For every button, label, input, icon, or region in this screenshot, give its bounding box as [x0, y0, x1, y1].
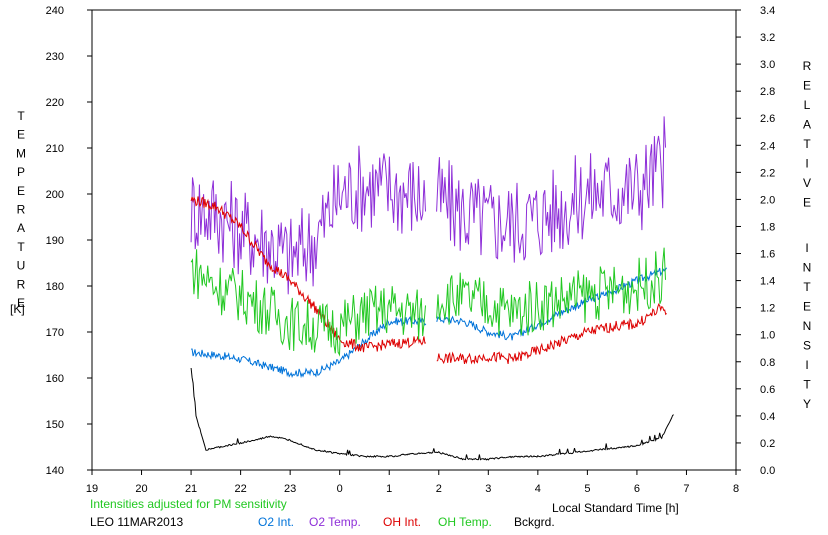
series-line — [190, 249, 426, 357]
right-axis-letter: T — [803, 137, 811, 151]
legend-entry: O2 Temp. — [309, 515, 361, 529]
left-axis-unit: [K] — [10, 302, 25, 316]
left-tick-label: 200 — [46, 189, 64, 201]
left-tick-label: 240 — [46, 5, 64, 17]
x-axis-ticks: 19 20 21 22 23 0 1 2 3 4 5 6 7 8 — [86, 470, 739, 495]
x-tick-label: 1 — [386, 483, 392, 495]
right-axis-letter: I — [805, 358, 808, 372]
right-tick-label: 2.0 — [760, 194, 775, 206]
right-tick-label: 0.8 — [760, 357, 775, 369]
x-tick-label: 21 — [185, 483, 197, 495]
left-axis-letter: M — [16, 146, 26, 160]
right-tick-label: 3.2 — [760, 32, 775, 44]
x-tick-label: 3 — [485, 483, 491, 495]
left-tick-label: 150 — [46, 419, 64, 431]
legend-entry: OH Int. — [383, 515, 421, 529]
right-axis-letter: N — [803, 261, 812, 275]
left-tick-label: 230 — [46, 51, 64, 63]
right-tick-label: 0.6 — [760, 384, 775, 396]
series-line — [190, 145, 426, 295]
left-tick-label: 160 — [46, 373, 64, 385]
station-text: LEO 11MAR2013 — [90, 515, 183, 529]
series-line — [436, 116, 666, 263]
x-tick-label: 4 — [535, 483, 541, 495]
left-axis-letter: R — [17, 203, 26, 217]
series-line — [436, 303, 667, 365]
x-tick-label: 6 — [634, 483, 640, 495]
series-layer — [190, 116, 674, 461]
left-axis-letter: R — [17, 277, 26, 291]
x-tick-label: 20 — [135, 483, 147, 495]
right-tick-label: 1.4 — [760, 276, 775, 288]
right-tick-label: 3.0 — [760, 59, 775, 71]
right-tick-label: 1.6 — [760, 249, 775, 261]
x-tick-label: 0 — [337, 483, 343, 495]
x-tick-label: 2 — [436, 483, 442, 495]
right-axis-letter: E — [803, 300, 811, 314]
right-tick-label: 2.4 — [760, 140, 775, 152]
left-axis-letter: E — [17, 184, 25, 198]
right-axis-letter: T — [803, 280, 811, 294]
legend-entry: Bckgrd. — [514, 515, 555, 529]
left-axis-letter: T — [17, 109, 25, 123]
x-tick-label: 19 — [86, 483, 98, 495]
right-axis-letter: I — [805, 157, 808, 171]
x-tick-label: 23 — [284, 483, 296, 495]
right-axis-letter: E — [803, 79, 811, 93]
left-axis-letter: T — [17, 240, 25, 254]
right-tick-label: 1.0 — [760, 330, 775, 342]
series-line — [190, 367, 674, 461]
series-line — [190, 196, 426, 353]
right-tick-label: 1.8 — [760, 221, 775, 233]
x-tick-label: 5 — [584, 483, 590, 495]
left-tick-label: 180 — [46, 281, 64, 293]
left-axis-letter: E — [17, 296, 25, 310]
right-axis-letter: V — [803, 176, 811, 190]
right-axis-letter: T — [803, 378, 811, 392]
right-tick-label: 2.2 — [760, 167, 775, 179]
legend: O2 Int. O2 Temp. OH Int. OH Temp. Bckgrd. — [258, 515, 555, 529]
legend-entry: O2 Int. — [258, 515, 294, 529]
x-tick-label: 22 — [234, 483, 246, 495]
plot-area — [91, 9, 737, 471]
right-tick-label: 0.4 — [760, 411, 775, 423]
left-tick-label: 220 — [46, 97, 64, 109]
left-axis-letter: U — [17, 259, 26, 273]
left-tick-label: 190 — [46, 235, 64, 247]
legend-entry: OH Temp. — [438, 515, 492, 529]
right-tick-label: 1.2 — [760, 303, 775, 315]
note-text: Intensities adjusted for PM sensitivity — [90, 497, 287, 511]
right-tick-label: 0.0 — [760, 465, 775, 477]
x-axis-label: Local Standard Time [h] — [552, 501, 679, 515]
right-axis-ticks: 0.0 0.2 0.4 0.6 0.8 1.0 1.2 1.4 1.6 1.8 2.0 2.2 2.4 2… — [736, 5, 775, 477]
right-axis-letter: R — [803, 59, 812, 73]
left-axis-letter: A — [17, 221, 25, 235]
right-axis-letter: Y — [803, 397, 811, 411]
right-axis-letter: S — [803, 339, 811, 353]
x-tick-label: 7 — [683, 483, 689, 495]
right-tick-label: 0.2 — [760, 438, 775, 450]
right-axis-letter: I — [805, 241, 808, 255]
left-axis-ticks: 140 150 160 170 180 190 200 210 220 230 240 — [46, 5, 92, 477]
left-tick-label: 210 — [46, 143, 64, 155]
right-axis-letter: E — [803, 196, 811, 210]
right-tick-label: 3.4 — [760, 5, 775, 17]
right-axis-letter: A — [803, 118, 811, 132]
right-axis-letter: N — [803, 319, 812, 333]
right-tick-label: 2.8 — [760, 86, 775, 98]
right-axis-letter: L — [804, 98, 811, 112]
left-axis-letter: P — [17, 165, 25, 179]
left-axis-letter: E — [17, 128, 25, 142]
left-tick-label: 170 — [46, 327, 64, 339]
left-tick-label: 140 — [46, 465, 64, 477]
right-tick-label: 2.6 — [760, 113, 775, 125]
x-tick-label: 8 — [733, 483, 739, 495]
series-line — [436, 247, 666, 336]
